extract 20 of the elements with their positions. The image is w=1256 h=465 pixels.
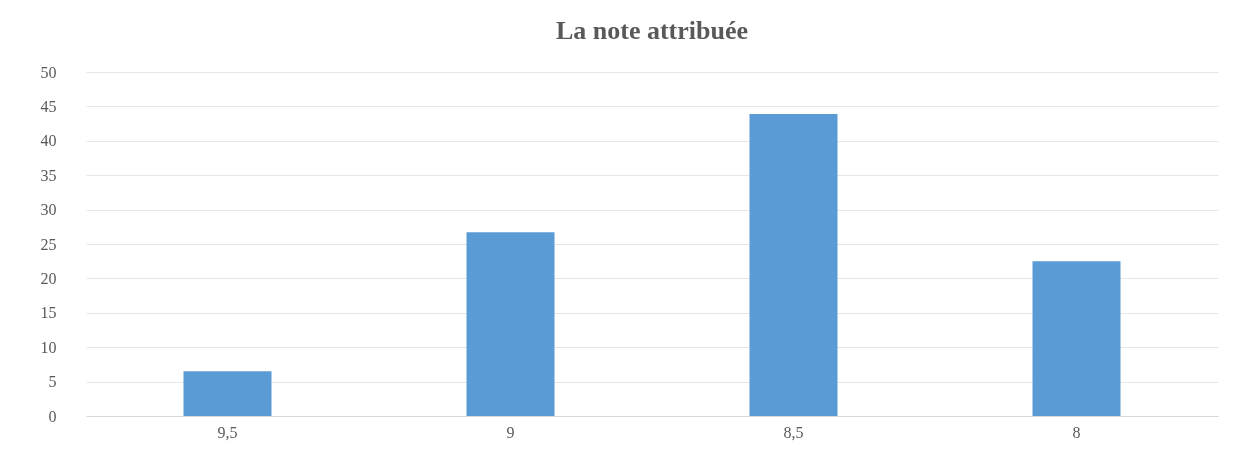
bar <box>183 371 272 416</box>
y-tick-label: 30 <box>40 201 57 219</box>
bar <box>466 232 555 416</box>
y-tick-label: 40 <box>40 132 57 150</box>
y-tick-label: 50 <box>40 63 57 81</box>
y-tick-label: 35 <box>40 166 57 184</box>
y-tick-label: 0 <box>48 407 57 425</box>
bar <box>1032 261 1121 416</box>
x-tick-label: 8,5 <box>783 423 804 441</box>
chart-title: La note attribuée <box>555 16 749 45</box>
x-tick-label: 9,5 <box>217 423 238 441</box>
y-tick-label: 20 <box>40 269 57 287</box>
y-tick-label: 25 <box>40 235 57 253</box>
x-tick-label: 9 <box>506 423 515 441</box>
y-tick-label: 15 <box>40 304 57 322</box>
bar <box>749 113 838 416</box>
y-tick-label: 5 <box>48 373 57 391</box>
y-tick-label: 45 <box>40 97 57 115</box>
x-tick-label: 8 <box>1072 423 1081 441</box>
y-tick-label: 10 <box>40 338 57 356</box>
